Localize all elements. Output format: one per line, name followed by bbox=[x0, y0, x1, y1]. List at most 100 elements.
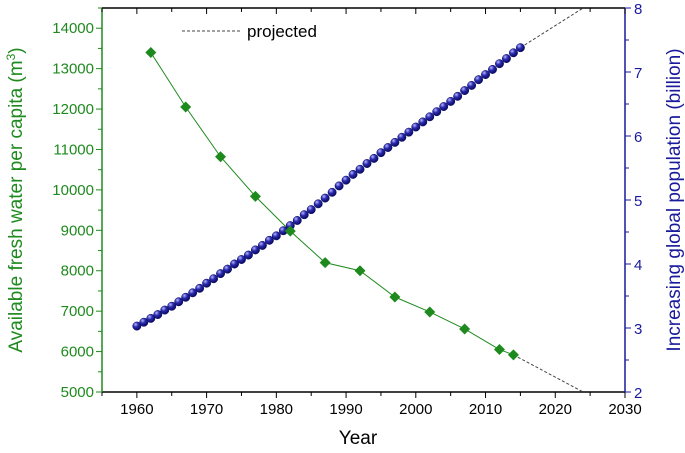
population-point bbox=[418, 117, 428, 127]
population-point bbox=[488, 64, 497, 74]
population-point bbox=[230, 259, 239, 269]
population-point bbox=[237, 255, 246, 264]
water-point bbox=[389, 291, 401, 303]
population-point bbox=[313, 199, 323, 209]
right-tick-label: 7 bbox=[634, 65, 642, 82]
population-point bbox=[432, 107, 442, 117]
water-point bbox=[354, 265, 366, 277]
left-tick-label: 12000 bbox=[52, 101, 94, 118]
population-point bbox=[369, 153, 379, 163]
population-point bbox=[299, 210, 309, 220]
population-point bbox=[502, 54, 511, 64]
population-point bbox=[439, 102, 449, 112]
population-point bbox=[153, 310, 163, 320]
population-point bbox=[376, 148, 386, 158]
population-point bbox=[292, 216, 302, 225]
left-tick-label: 11000 bbox=[53, 141, 94, 158]
population-point bbox=[250, 245, 260, 255]
water-point bbox=[493, 344, 505, 356]
population-point bbox=[209, 274, 219, 284]
right-tick-label: 4 bbox=[634, 257, 642, 274]
population-point bbox=[495, 59, 504, 69]
left-tick-label: 13000 bbox=[52, 61, 94, 78]
x-axis-title: Year bbox=[339, 428, 378, 448]
population-point bbox=[467, 80, 477, 90]
population-point bbox=[383, 143, 393, 152]
water-point bbox=[180, 101, 192, 113]
population-point bbox=[139, 317, 149, 327]
right-tick-label: 2 bbox=[634, 385, 642, 402]
population-point bbox=[453, 91, 463, 101]
population-point bbox=[271, 231, 281, 241]
left-tick-label: 10000 bbox=[52, 182, 94, 199]
water-point bbox=[319, 257, 331, 269]
left-tick-label: 6000 bbox=[61, 344, 94, 361]
x-tick-label: 1960 bbox=[120, 401, 153, 418]
population-point bbox=[508, 48, 518, 58]
water-point bbox=[284, 225, 296, 237]
population-point bbox=[146, 313, 156, 323]
population-point bbox=[320, 193, 330, 203]
left-axis-title: Available fresh water per capita (m3) bbox=[4, 47, 27, 352]
population-point bbox=[334, 181, 344, 191]
population-point bbox=[181, 292, 191, 302]
left-tick-label: 14000 bbox=[52, 20, 94, 37]
water-line bbox=[150, 52, 514, 356]
legend: projected bbox=[182, 22, 317, 41]
population-point bbox=[446, 96, 456, 106]
population-point bbox=[341, 175, 351, 185]
population-point bbox=[411, 122, 421, 132]
population-point bbox=[474, 75, 484, 85]
right-tick-label: 8 bbox=[634, 1, 642, 18]
population-point bbox=[362, 159, 372, 168]
population-point bbox=[132, 321, 142, 331]
population-point bbox=[306, 205, 316, 215]
population-projected-line bbox=[520, 7, 584, 49]
population-point bbox=[202, 278, 212, 288]
legend-projected-label: projected bbox=[247, 22, 317, 41]
right-tick-label: 3 bbox=[634, 321, 642, 338]
right-axis-title: Increasing global population (billion) bbox=[664, 48, 685, 351]
x-tick-label: 2030 bbox=[608, 401, 641, 418]
population-point bbox=[264, 235, 274, 245]
population-point bbox=[257, 240, 267, 250]
population-point bbox=[515, 43, 525, 53]
population-point bbox=[355, 164, 365, 174]
population-point bbox=[160, 305, 170, 315]
population-point bbox=[223, 264, 232, 274]
population-point bbox=[195, 283, 205, 293]
right-tick-label: 5 bbox=[634, 193, 642, 210]
x-tick-label: 2020 bbox=[539, 401, 572, 418]
left-tick-label: 9000 bbox=[61, 222, 94, 239]
left-tick-label: 7000 bbox=[61, 303, 94, 320]
population-point bbox=[216, 269, 225, 279]
water-point bbox=[507, 349, 519, 361]
population-point bbox=[397, 132, 407, 142]
water-point bbox=[459, 323, 471, 335]
water-point bbox=[249, 190, 261, 202]
water-point bbox=[145, 46, 157, 58]
water-point bbox=[215, 151, 227, 163]
population-point bbox=[460, 86, 470, 96]
x-tick-label: 1970 bbox=[190, 401, 223, 418]
population-point bbox=[348, 169, 358, 179]
x-tick-label: 2000 bbox=[399, 401, 432, 418]
population-point bbox=[174, 297, 184, 307]
population-point bbox=[425, 112, 435, 122]
water-projected-line bbox=[513, 354, 584, 393]
water-point bbox=[424, 306, 436, 318]
population-point bbox=[404, 127, 414, 137]
population-point bbox=[481, 70, 490, 80]
left-tick-label: 5000 bbox=[61, 384, 94, 401]
x-tick-label: 2010 bbox=[469, 401, 502, 418]
population-point bbox=[390, 137, 400, 147]
right-tick-label: 6 bbox=[634, 129, 642, 146]
x-tick-label: 1990 bbox=[329, 401, 362, 418]
population-point bbox=[243, 250, 253, 260]
population-point bbox=[167, 301, 177, 311]
population-point bbox=[188, 288, 198, 298]
x-tick-label: 1980 bbox=[260, 401, 293, 418]
population-point bbox=[327, 187, 337, 197]
left-tick-label: 8000 bbox=[61, 263, 94, 280]
